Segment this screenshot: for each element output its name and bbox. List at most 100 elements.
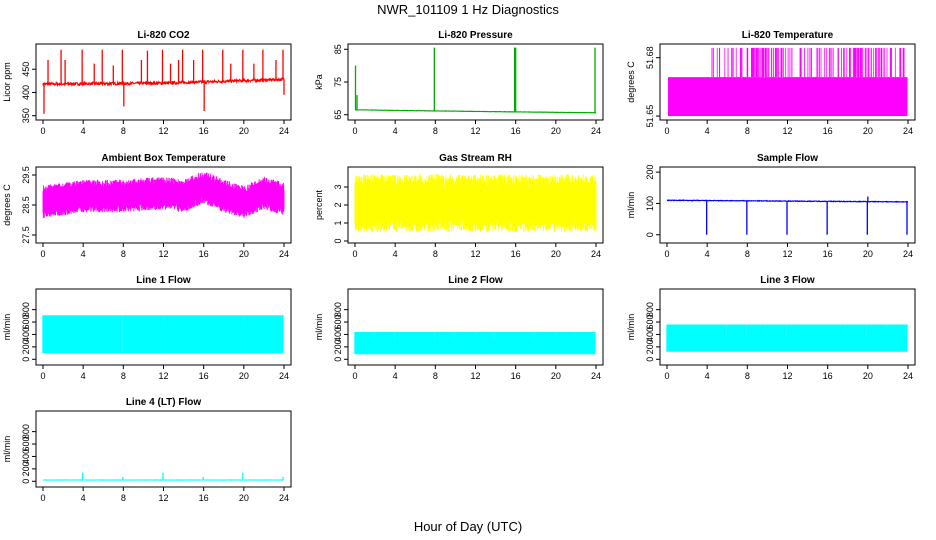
x-tick-label: 8 <box>121 249 126 259</box>
y-tick-label: 350 <box>21 108 31 123</box>
x-tick-label: 0 <box>352 249 357 259</box>
data-series <box>354 332 596 355</box>
figure-title: NWR_101109 1 Hz Diagnostics <box>377 2 559 17</box>
y-tick-label: 600 <box>333 315 343 330</box>
y-tick-label: 450 <box>21 62 31 77</box>
x-tick-label: 16 <box>823 249 833 259</box>
x-tick-label: 0 <box>40 371 45 381</box>
temperature-spikes <box>711 47 905 78</box>
x-tick-label: 12 <box>158 126 168 136</box>
data-series <box>666 196 908 235</box>
flow-band <box>42 315 284 354</box>
x-tick-label: 4 <box>393 371 398 381</box>
panel-0: Li-820 CO2 0 4 8 12 16 20 24 350 400 450 Licor ppm <box>2 30 292 136</box>
x-tick-label: 24 <box>903 126 913 136</box>
y-tick-label: 1 <box>333 220 343 225</box>
x-tick-label: 4 <box>393 249 398 259</box>
x-tick-label: 4 <box>81 371 86 381</box>
y-tick-label: 100 <box>645 196 655 211</box>
y-tick-label: 800 <box>645 302 655 317</box>
x-tick-label: 20 <box>551 249 561 259</box>
data-series <box>354 47 597 114</box>
x-tick-label: 4 <box>81 249 86 259</box>
x-tick-label: 24 <box>903 249 913 259</box>
y-tick-label: 600 <box>21 437 31 452</box>
y-tick-label: 400 <box>333 327 343 342</box>
x-tick-label: 8 <box>745 371 750 381</box>
y-tick-label: 200 <box>333 339 343 354</box>
series-line <box>42 77 285 87</box>
y-tick-label: 3 <box>333 184 343 189</box>
x-tick-label: 24 <box>279 249 289 259</box>
y-tick-label: 0 <box>21 357 31 362</box>
y-axis-label: percent <box>314 189 324 220</box>
x-tick-label: 12 <box>782 126 792 136</box>
y-tick-label: 65 <box>333 110 343 120</box>
x-tick-label: 24 <box>279 493 289 503</box>
panel-title: Line 2 Flow <box>448 275 503 286</box>
x-tick-label: 20 <box>863 371 873 381</box>
x-tick-label: 24 <box>591 249 601 259</box>
x-tick-label: 4 <box>705 249 710 259</box>
x-tick-label: 4 <box>705 371 710 381</box>
y-axis-label: ml/min <box>626 314 636 341</box>
panel-title: Sample Flow <box>757 153 818 164</box>
figure-xlabel: Hour of Day (UTC) <box>414 519 522 534</box>
y-tick-label: 28.5 <box>21 196 31 214</box>
y-tick-label: 800 <box>333 302 343 317</box>
y-tick-label: 85 <box>333 44 343 54</box>
panel-title: Line 3 Flow <box>760 275 815 286</box>
x-tick-label: 24 <box>279 371 289 381</box>
y-tick-label: 400 <box>645 327 655 342</box>
x-tick-label: 24 <box>279 126 289 136</box>
x-tick-label: 20 <box>863 249 873 259</box>
x-tick-label: 20 <box>239 126 249 136</box>
x-tick-label: 12 <box>782 371 792 381</box>
x-tick-label: 16 <box>511 371 521 381</box>
y-axis-label: Licor ppm <box>2 62 12 102</box>
y-tick-label: 600 <box>645 315 655 330</box>
panel-5: Sample Flow 0 4 8 12 16 20 24 0 100 200 ml/min <box>626 153 916 259</box>
y-tick-label: 200 <box>645 339 655 354</box>
y-tick-label: 2 <box>333 202 343 207</box>
y-tick-label: 800 <box>21 424 31 439</box>
x-tick-label: 16 <box>199 249 209 259</box>
noise-band <box>42 172 285 219</box>
y-tick-label: 600 <box>21 315 31 330</box>
y-axis-label: ml/min <box>2 314 12 341</box>
data-series <box>42 49 285 114</box>
panel-title: Line 1 Flow <box>136 275 191 286</box>
x-tick-label: 0 <box>664 371 669 381</box>
y-tick-label: 200 <box>21 461 31 476</box>
x-tick-label: 12 <box>158 249 168 259</box>
y-tick-label: 0 <box>333 238 343 243</box>
x-tick-label: 16 <box>511 126 521 136</box>
x-tick-label: 0 <box>40 493 45 503</box>
flow-band <box>666 324 908 352</box>
y-tick-label: 0 <box>333 357 343 362</box>
data-series <box>354 174 597 232</box>
x-tick-label: 0 <box>40 249 45 259</box>
data-series <box>42 315 284 354</box>
x-tick-label: 12 <box>470 126 480 136</box>
y-axis-label: ml/min <box>626 192 636 219</box>
x-tick-label: 12 <box>470 249 480 259</box>
x-tick-label: 20 <box>863 126 873 136</box>
y-tick-label: 400 <box>21 85 31 100</box>
panel-title: Line 4 (LT) Flow <box>126 397 202 408</box>
panel-2: Li-820 Temperature 0 4 8 12 16 20 24 51.65 51.68 d… <box>626 30 916 136</box>
panel-1: Li-820 Pressure 0 4 8 12 16 20 24 65 75 85 kPa <box>314 30 604 136</box>
x-tick-label: 20 <box>239 249 249 259</box>
x-tick-label: 16 <box>823 126 833 136</box>
y-axis-label: degrees C <box>626 61 636 103</box>
x-tick-label: 16 <box>199 493 209 503</box>
y-axis-label: degrees C <box>2 184 12 226</box>
x-tick-label: 8 <box>433 371 438 381</box>
y-axis-label: ml/min <box>2 436 12 463</box>
x-tick-label: 12 <box>158 493 168 503</box>
y-tick-label: 0 <box>21 479 31 484</box>
